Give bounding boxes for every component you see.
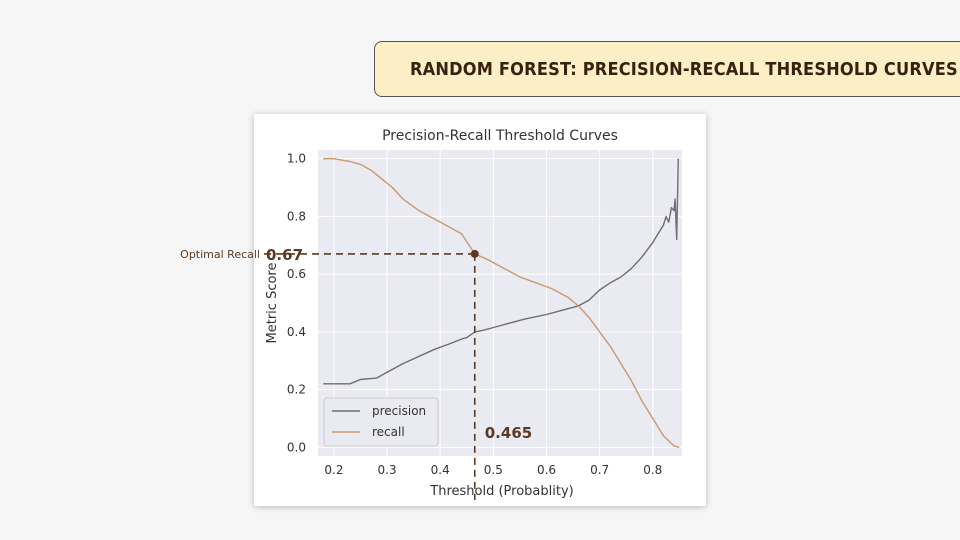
x-tick-label: 0.8 xyxy=(643,463,662,477)
x-tick-label: 0.4 xyxy=(431,463,450,477)
y-axis-label: Metric Score xyxy=(265,263,280,344)
series-line-recall xyxy=(323,158,680,448)
banner-title: RANDOM FOREST: PRECISION-RECALL THRESHOL… xyxy=(410,59,958,80)
chart-title: Precision-Recall Threshold Curves xyxy=(382,128,618,144)
x-tick-label: 0.2 xyxy=(324,463,343,477)
title-banner: RANDOM FOREST: PRECISION-RECALL THRESHOL… xyxy=(374,41,960,97)
x-axis-label: Threshold (Probablity) xyxy=(429,484,573,499)
y-tick-label: 0.8 xyxy=(287,209,306,223)
series-line-precision xyxy=(323,158,679,385)
y-tick-label: 0.2 xyxy=(287,383,306,397)
x-tick-label: 0.6 xyxy=(537,463,556,477)
x-tick-label: 0.5 xyxy=(484,463,503,477)
x-tick-label: 0.3 xyxy=(378,463,397,477)
legend-label: recall xyxy=(372,425,405,439)
optimal-recall-label: Optimal Recall xyxy=(180,248,260,261)
optimal-recall-value: 0.67 xyxy=(266,246,303,264)
optimal-threshold-value: 0.465 xyxy=(485,424,532,442)
y-tick-label: 0.6 xyxy=(287,267,306,281)
x-tick-label: 0.7 xyxy=(590,463,609,477)
y-tick-label: 0.0 xyxy=(287,440,306,454)
legend-label: precision xyxy=(372,404,426,418)
y-tick-label: 1.0 xyxy=(287,152,306,166)
legend-box xyxy=(323,397,439,447)
optimal-point-marker xyxy=(470,249,479,258)
y-tick-label: 0.4 xyxy=(287,325,306,339)
